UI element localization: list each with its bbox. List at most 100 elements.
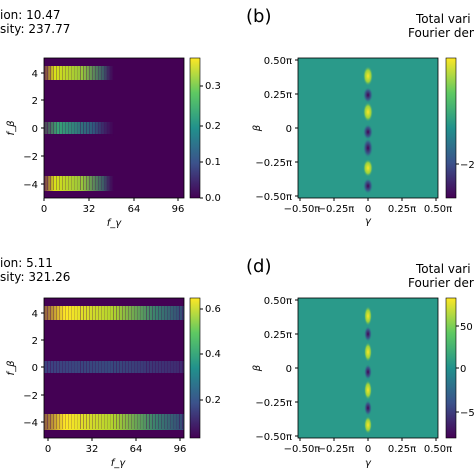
band-streak	[113, 414, 114, 429]
band-streak	[74, 361, 75, 376]
panel-b: 0.50π 0.25π 0 −0.25π −0.50π −0.50π −0.25…	[252, 56, 474, 227]
band-streak	[74, 414, 75, 429]
band-streak	[47, 414, 48, 429]
band-streak	[104, 361, 105, 376]
band-streak	[86, 66, 87, 80]
band-streak	[149, 306, 150, 321]
panel-a-line1: ion: 10.47	[0, 8, 61, 22]
band-streak	[110, 66, 111, 80]
panel-d-xtick-label: 0.50π	[424, 444, 452, 455]
band-streak	[80, 176, 81, 190]
band-streak	[50, 176, 51, 190]
band-streak	[128, 306, 129, 321]
band-streak	[86, 122, 87, 136]
band-streak	[152, 361, 153, 376]
band-streak	[170, 361, 171, 376]
panel-d-ylabel: β	[252, 364, 263, 372]
band-streak	[107, 122, 108, 136]
panel-b-xtick-label: 0.50π	[424, 204, 452, 215]
band-streak	[134, 306, 135, 321]
band-streak	[74, 176, 75, 190]
band-streak	[128, 361, 129, 376]
band-streak	[104, 66, 105, 80]
band-streak	[158, 414, 159, 429]
band-streak	[101, 361, 102, 376]
panel-a-ytick-label: 4	[32, 69, 38, 80]
panel-a-ytick-label: −4	[23, 180, 38, 191]
panel-a-ytick-label: 2	[32, 96, 38, 107]
panel-b-ytick-label: 0.25π	[264, 90, 292, 101]
band-streak	[176, 361, 177, 376]
band-streak	[125, 414, 126, 429]
band-streak	[80, 361, 81, 376]
band-streak	[152, 306, 153, 321]
panel-d-lobe	[364, 380, 372, 400]
band-streak	[107, 414, 108, 429]
band-streak	[122, 361, 123, 376]
band-streak	[74, 306, 75, 321]
panel-c-xtick-label: 96	[174, 444, 187, 455]
panel-d-lobe	[364, 326, 372, 342]
band-streak	[131, 361, 132, 376]
band-streak	[59, 414, 60, 429]
band-streak	[65, 66, 66, 80]
band-streak	[140, 361, 141, 376]
band-streak	[182, 414, 183, 429]
band-streak	[161, 361, 162, 376]
band-streak	[65, 361, 66, 376]
panel-d-ytick-label: 0	[286, 364, 292, 375]
band-streak	[56, 414, 57, 429]
panel-b-xtick-label: 0	[365, 204, 371, 215]
band-streak	[86, 306, 87, 321]
panel-d-xticks: −0.50π −0.25π 0 0.25π 0.50π	[284, 438, 452, 455]
band-streak	[179, 361, 180, 376]
band-streak	[101, 414, 102, 429]
panel-a-xtick-label: 96	[172, 204, 185, 215]
band-streak	[65, 414, 66, 429]
band-streak	[113, 361, 114, 376]
band-streak	[110, 306, 111, 321]
band-streak	[83, 414, 84, 429]
panel-a-ytick-label: 0	[32, 124, 38, 135]
panel-d-ytick-label: −0.50π	[255, 432, 292, 443]
band-streak	[104, 414, 105, 429]
panel-d-colorbar-label: −50	[460, 408, 474, 419]
band-streak	[74, 66, 75, 80]
band-streak	[83, 306, 84, 321]
band-streak	[71, 176, 72, 190]
band-streak	[53, 176, 54, 190]
band-streak	[53, 361, 54, 376]
band-streak	[95, 306, 96, 321]
band-streak	[53, 414, 54, 429]
band-streak	[92, 361, 93, 376]
panel-b-ytick-label: −0.25π	[255, 158, 292, 169]
band-streak	[65, 176, 66, 190]
panel-c-colorbar-label: 0.4	[205, 349, 221, 360]
band-streak	[56, 66, 57, 80]
band-streak	[116, 414, 117, 429]
band-streak	[101, 176, 102, 190]
panel-b-xlabel: γ	[365, 216, 372, 227]
band-streak	[68, 66, 69, 80]
band-streak	[95, 176, 96, 190]
band-streak	[170, 306, 171, 321]
panel-a-ytick-label: −2	[23, 152, 38, 163]
band-streak	[89, 176, 90, 190]
band-streak	[134, 361, 135, 376]
panel-b-lobe	[363, 87, 373, 103]
panel-d-lobe	[364, 416, 372, 434]
panel-c-xlabel: f_γ	[111, 458, 127, 469]
band-streak	[101, 66, 102, 80]
panel-c-line2: sity: 321.26	[0, 270, 71, 284]
band-streak	[119, 306, 120, 321]
panel-a-ylabel: f_β	[6, 120, 17, 136]
band-streak	[68, 361, 69, 376]
band-streak	[137, 306, 138, 321]
band-streak	[158, 361, 159, 376]
band-streak	[173, 306, 174, 321]
panel-a-colorbar-label: 0.1	[205, 157, 221, 168]
band-streak	[56, 122, 57, 136]
band-streak	[176, 414, 177, 429]
band-streak	[122, 414, 123, 429]
panel-d-lobe	[364, 400, 372, 416]
